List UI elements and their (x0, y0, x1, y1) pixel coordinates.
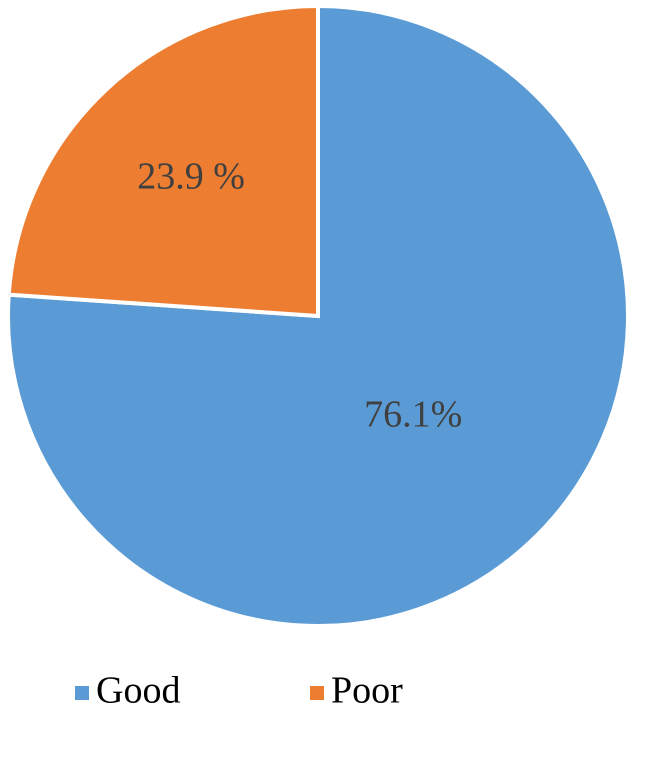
data-label: 76.1% (364, 394, 462, 436)
legend-swatch (310, 686, 324, 700)
legend-label: Poor (331, 670, 403, 712)
pie-slice (6, 3, 320, 319)
legend-swatch (75, 686, 89, 700)
legend-label: Good (96, 670, 180, 712)
data-label: 23.9 % (137, 156, 245, 198)
